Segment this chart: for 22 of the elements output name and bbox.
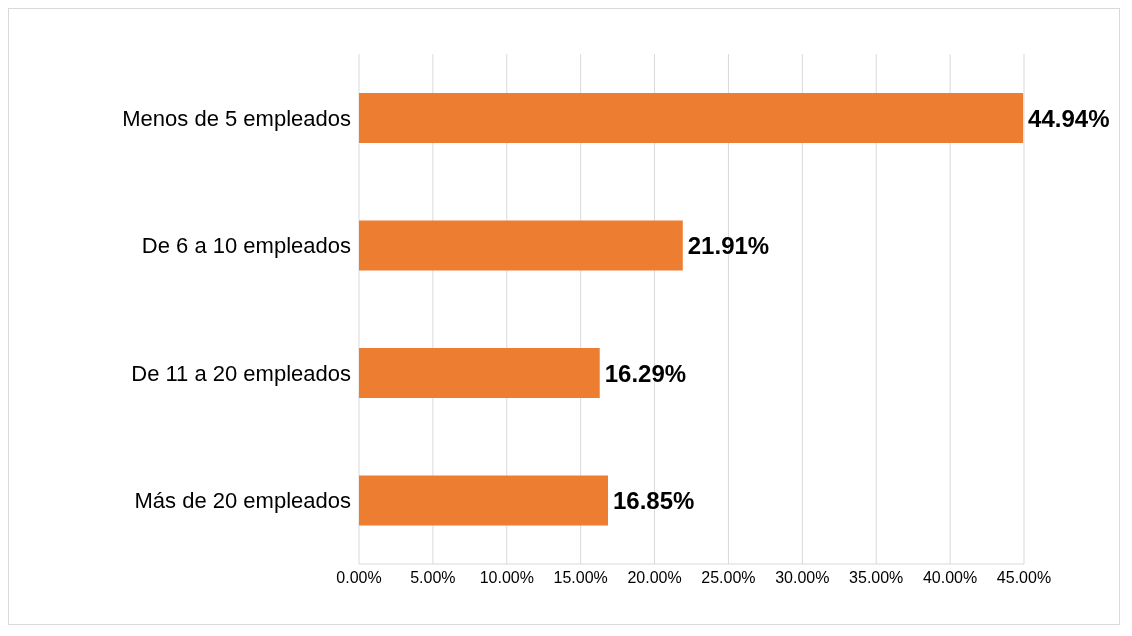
data-label: 16.29% xyxy=(604,359,687,387)
x-tick-label: 20.00% xyxy=(627,569,682,587)
x-tick-label: 35.00% xyxy=(849,569,904,587)
data-label: 44.94% xyxy=(1028,104,1110,132)
x-tick-label: 0.00% xyxy=(336,569,382,587)
bar xyxy=(359,348,600,398)
y-tick-label: Más de 20 empleados xyxy=(134,488,351,514)
x-tick-label: 10.00% xyxy=(479,569,534,587)
x-tick-label: 40.00% xyxy=(922,569,978,587)
data-label: 21.91% xyxy=(687,232,770,260)
y-tick-label: Menos de 5 empleados xyxy=(122,105,351,131)
x-tick-label: 30.00% xyxy=(775,569,830,587)
bar xyxy=(359,220,683,271)
data-label: 16.85% xyxy=(613,487,695,515)
bar xyxy=(359,93,1024,143)
y-tick-label: De 11 a 20 empleados xyxy=(131,360,351,386)
y-tick-label: De 6 a 10 empleados xyxy=(141,233,351,259)
x-tick-label: 15.00% xyxy=(553,569,608,587)
x-tick-label: 5.00% xyxy=(410,569,456,587)
x-tick-label: 25.00% xyxy=(701,569,756,587)
x-tick-label: 45.00% xyxy=(996,569,1052,587)
bar xyxy=(359,475,609,526)
